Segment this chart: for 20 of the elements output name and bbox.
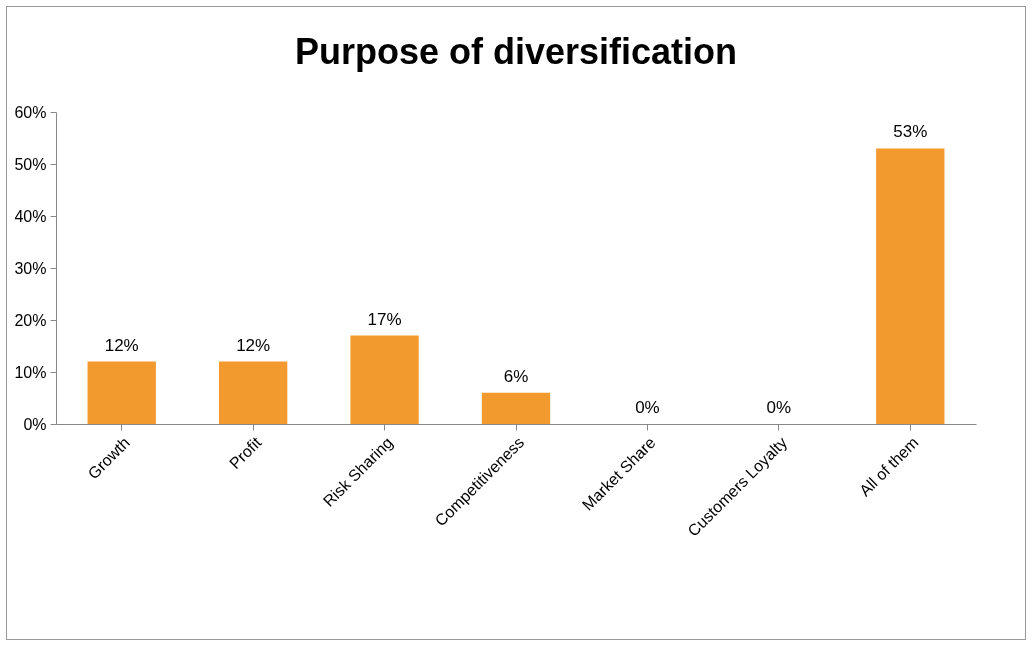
y-tick-label: 0% — [23, 415, 47, 433]
y-tick-label: 30% — [14, 259, 47, 277]
bar — [876, 148, 945, 424]
y-tick-label: 60% — [14, 103, 47, 121]
bar — [481, 392, 551, 424]
data-label: 12% — [236, 335, 271, 355]
y-tick-label: 50% — [14, 155, 47, 173]
y-tick-label: 10% — [14, 363, 47, 381]
y-tick-label: 20% — [14, 311, 47, 329]
chart-title: Purpose of diversification — [294, 31, 738, 72]
data-label: 12% — [104, 335, 139, 355]
bar — [350, 335, 419, 424]
data-label: 0% — [635, 398, 660, 417]
bar — [87, 361, 156, 424]
data-label: 6% — [503, 366, 529, 386]
data-label: 0% — [766, 398, 792, 417]
y-tick-label: 40% — [14, 207, 47, 225]
data-label: 53% — [893, 122, 928, 142]
data-label: 17% — [367, 309, 402, 329]
bar — [218, 361, 288, 424]
